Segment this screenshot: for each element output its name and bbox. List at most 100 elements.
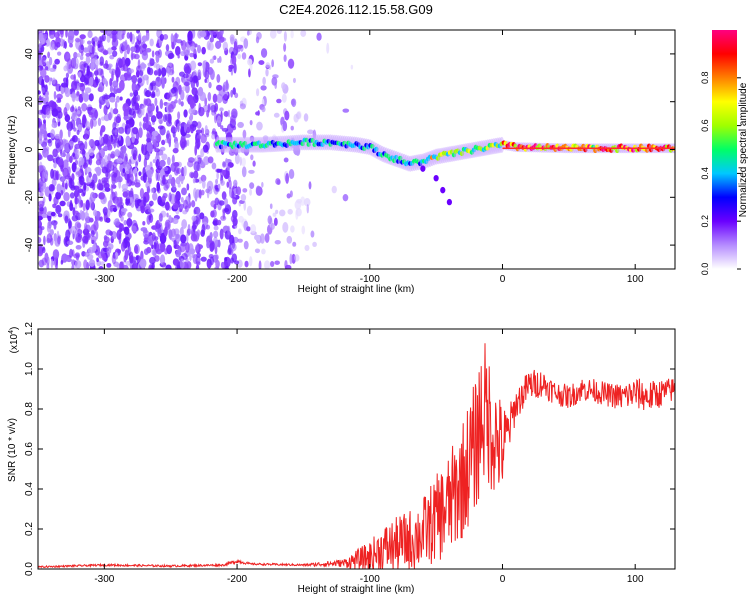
spectrogram-noise-cell (160, 241, 166, 253)
spectrogram-noise-cell (131, 146, 138, 158)
spectrogram-noise-cell (303, 198, 311, 207)
spectrogram-noise-cell (254, 248, 260, 254)
spectrogram-noise-cell (249, 182, 255, 190)
spectrogram-noise-cell (69, 202, 74, 212)
spectrogram-noise-cell (182, 210, 188, 215)
spectrogram-noise-cell (109, 193, 113, 205)
spectrogram-noise-cell (269, 203, 273, 210)
spectrogram-noise-cell (111, 253, 117, 265)
spectrogram-noise-cell (101, 166, 107, 174)
spectrogram-noise-cell (165, 264, 172, 269)
spectrogram-noise-cell (88, 139, 95, 147)
spectrogram-noise-cell (152, 139, 157, 150)
spectrogram-noise-cell (68, 140, 75, 147)
spectrogram-noise-cell (129, 167, 134, 178)
spectrogram-noise-cell (145, 112, 149, 124)
spectrogram-noise-cell (65, 72, 69, 79)
spectrogram-noise-cell (71, 104, 75, 111)
spectrogram-noise-cell (101, 177, 109, 184)
spectrogram-noise-cell (76, 53, 81, 58)
spectrogram-noise-cell (58, 138, 64, 146)
spectrogram-noise-cell (141, 51, 149, 61)
colorbar-tick-label: 0.4 (700, 167, 710, 180)
spectrogram-noise-cell (261, 248, 266, 255)
spectrogram-noise-cell (190, 125, 194, 134)
spectrogram-noise-cell (99, 216, 104, 222)
spectrogram-noise-cell (162, 174, 166, 185)
spectrogram-noise-cell (201, 179, 206, 189)
spectrogram-noise-cell (106, 171, 111, 180)
spectrogram-noise-cell (161, 79, 165, 89)
spectrogram-noise-cell (173, 228, 180, 236)
spectrogram-noise-cell (254, 234, 260, 241)
ridge-branch-cell (440, 186, 446, 194)
spectrogram-noise-cell (51, 108, 59, 117)
spectrogram-x-label: Height of straight line (km) (298, 284, 415, 295)
spectrogram-noise-cell (269, 30, 277, 39)
spectrogram-noise-cell (350, 64, 354, 70)
spectrogram-noise-cell (226, 181, 230, 188)
spectrogram-noise-cell (232, 217, 238, 226)
spectrogram-noise-cell (232, 87, 236, 95)
spectrogram-noise-cell (38, 131, 43, 141)
spectrogram-noise-cell (77, 140, 84, 146)
figure-title: C2E4.2026.112.15.58.G09 (279, 2, 433, 17)
spectrogram-noise-cell (183, 109, 188, 118)
spectrogram-noise-cell (118, 261, 124, 269)
spectrogram-noise-cell (142, 229, 150, 238)
spectrogram-noise-cell (170, 87, 177, 94)
spectrogram-noise-cell (158, 213, 163, 222)
svg-text:(x104): (x104) (8, 327, 20, 354)
spectrogram-noise-cell (43, 138, 49, 144)
spectrogram-noise-cell (167, 178, 174, 184)
spectrogram-noise-cell (98, 135, 104, 145)
spectrogram-noise-cell (265, 68, 269, 77)
spectrogram-noise-cell (107, 153, 112, 162)
spectrogram-noise-cell (71, 264, 75, 269)
spectrogram-noise-cell (189, 52, 195, 58)
spectrogram-noise-cell (138, 171, 142, 176)
spectrogram-noise-cell (157, 173, 161, 182)
spectrogram-noise-cell (237, 121, 244, 129)
spectrogram-noise-cell (69, 43, 73, 48)
spectrogram-noise-cell (146, 142, 153, 154)
spectrogram-noise-cell (142, 43, 148, 49)
spectrogram-noise-cell (224, 204, 232, 215)
spectrogram-noise-cell (193, 161, 200, 172)
spectrogram-noise-cell (151, 225, 158, 230)
spectrogram-noise-cell (49, 40, 55, 51)
spectrogram-noise-cell (93, 209, 98, 217)
colorbar: 0.0 0.2 0.4 0.6 0.8 Normalized spectral ampl… (700, 30, 749, 275)
spectrogram-noise-cell (249, 256, 253, 267)
spectrogram-noise-cell (227, 109, 231, 118)
spectrogram-noise-cell (98, 178, 102, 185)
spectrogram-noise-cell (91, 45, 95, 55)
y-tick-label: 0.8 (24, 402, 35, 416)
spectrogram-noise-cell (113, 172, 118, 178)
spectrogram-noise-cell (126, 32, 131, 39)
spectrogram-noise-cell (131, 225, 137, 233)
spectrogram-noise-cell (76, 91, 80, 97)
spectrogram-noise-cell (38, 200, 45, 208)
spectrogram-noise-cell (98, 183, 104, 191)
spectrogram-noise-cell (105, 217, 111, 223)
spectrogram-noise-cell (196, 44, 202, 54)
spectrogram-noise-cell (56, 183, 62, 193)
spectrogram-noise-cell (186, 139, 190, 147)
spectrogram-noise-cell (206, 109, 210, 118)
spectrogram-noise-cell (97, 43, 101, 49)
spectrogram-noise-cell (59, 37, 64, 47)
spectrogram-noise-cell (63, 210, 70, 220)
spectrogram-noise-cell (41, 213, 48, 219)
spectrogram-noise-cell (137, 77, 143, 84)
spectrogram-noise-cell (286, 235, 293, 244)
spectrogram-noise-cell (180, 196, 184, 203)
spectrogram-noise-cell (342, 194, 349, 202)
spectrogram-noise-cell (134, 102, 140, 111)
snr-multiplier-base: (x10 (9, 333, 20, 353)
spectrogram-noise-cell (166, 156, 171, 166)
spectrogram-noise-cell (65, 229, 71, 240)
spectrogram-noise-cell (55, 37, 62, 44)
spectrogram-noise-cell (102, 49, 109, 56)
spectrogram-noise-cell (135, 70, 140, 78)
